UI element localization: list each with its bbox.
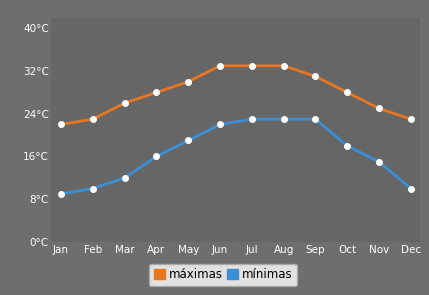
Legend: máximas, mínimas: máximas, mínimas xyxy=(149,264,297,286)
